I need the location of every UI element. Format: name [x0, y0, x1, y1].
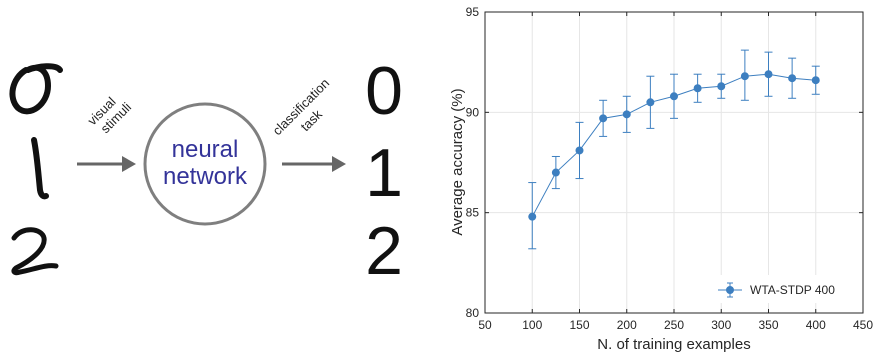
x-tick-label: 50	[478, 318, 492, 332]
neural-network-diagram: visual stimuli neural network classifica…	[9, 53, 403, 289]
x-tick-label: 350	[758, 318, 778, 332]
output-digit-2: 2	[365, 213, 403, 289]
x-tick-label: 250	[664, 318, 684, 332]
handwritten-one	[31, 137, 49, 200]
data-point	[622, 110, 631, 119]
data-point	[764, 70, 773, 79]
legend-marker	[718, 282, 742, 298]
data-point	[599, 114, 608, 123]
legend-point	[726, 286, 734, 294]
data-point	[693, 84, 702, 93]
output-digit-1: 1	[365, 135, 403, 211]
y-tick-label: 80	[466, 306, 480, 320]
x-tick-labels: 50 100 150 200 250 300 350 400 450	[478, 318, 873, 332]
handwritten-digits	[9, 63, 63, 276]
output-digit-0: 0	[365, 53, 403, 129]
y-tick-label: 85	[466, 206, 480, 220]
data-point	[670, 92, 678, 101]
data-point	[740, 72, 749, 81]
y-tick-label: 90	[466, 105, 480, 119]
data-point	[811, 76, 820, 85]
data-point	[717, 82, 726, 91]
y-tick-labels: 80 85 90 95	[466, 5, 480, 320]
data-point	[788, 74, 797, 83]
y-tick-label: 95	[466, 5, 480, 19]
data-point	[575, 146, 584, 155]
x-tick-label: 450	[853, 318, 873, 332]
x-axis-label: N. of training examples	[597, 336, 750, 352]
series-wta-stdp-400	[528, 49, 820, 250]
legend-label: WTA-STDP 400	[750, 283, 835, 297]
legend: WTA-STDP 400	[708, 275, 858, 303]
x-tick-label: 150	[569, 318, 589, 332]
network-label-line1: neural	[172, 136, 239, 163]
x-tick-label: 200	[617, 318, 637, 332]
neural-network-circle	[143, 102, 267, 226]
output-arrow	[282, 156, 346, 172]
axes	[484, 11, 864, 314]
input-arrow	[77, 156, 136, 172]
network-label-line2: network	[163, 163, 248, 190]
data-point	[528, 212, 537, 221]
x-tick-label: 400	[806, 318, 826, 332]
handwritten-two	[11, 227, 59, 276]
y-axis-label: Average accuracy (%)	[449, 88, 466, 235]
data-point	[646, 98, 655, 107]
data-point	[551, 168, 560, 177]
handwritten-zero	[9, 63, 63, 115]
x-tick-label: 300	[711, 318, 731, 332]
x-tick-label: 100	[522, 318, 542, 332]
